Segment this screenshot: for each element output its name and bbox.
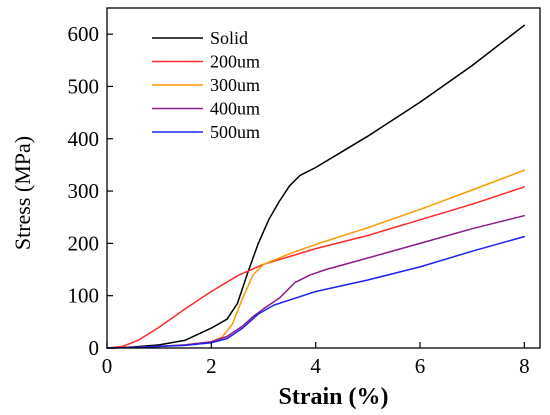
series-line-300um <box>106 169 526 349</box>
series-line-400um <box>106 214 526 349</box>
y-tick-label-1: 100 <box>68 284 100 308</box>
x-tick-label-2: 4 <box>310 354 321 378</box>
y-tick-label-2: 200 <box>68 231 100 255</box>
x-axis-label: Strain (%) <box>279 384 389 410</box>
x-tick-label-0: 0 <box>102 354 113 378</box>
y-tick-label-5: 500 <box>68 74 100 98</box>
legend: Solid 200um 300um 400um 500um <box>152 28 260 142</box>
curves-layer <box>106 24 526 349</box>
y-tick-label-0: 0 <box>89 336 100 360</box>
y-axis-label: Stress (MPa) <box>10 136 35 250</box>
plot-frame <box>106 7 541 349</box>
legend-label-400um: 400um <box>210 99 260 119</box>
legend-label-300um: 300um <box>210 75 260 95</box>
ticks-layer: 0 2 4 6 8 0 100 200 300 400 500 600 <box>68 22 530 378</box>
x-tick-label-4: 8 <box>519 354 530 378</box>
legend-label-solid: Solid <box>210 28 248 48</box>
legend-label-200um: 200um <box>210 52 260 72</box>
x-tick-label-3: 6 <box>415 354 426 378</box>
legend-label-500um: 500um <box>210 122 260 142</box>
series-line-solid <box>106 24 526 349</box>
x-tick-label-1: 2 <box>206 354 217 378</box>
y-tick-label-4: 400 <box>68 127 100 151</box>
y-tick-label-6: 600 <box>68 22 100 46</box>
y-tick-label-3: 300 <box>68 179 100 203</box>
series-line-200um <box>106 186 526 349</box>
series-line-500um <box>106 235 526 349</box>
